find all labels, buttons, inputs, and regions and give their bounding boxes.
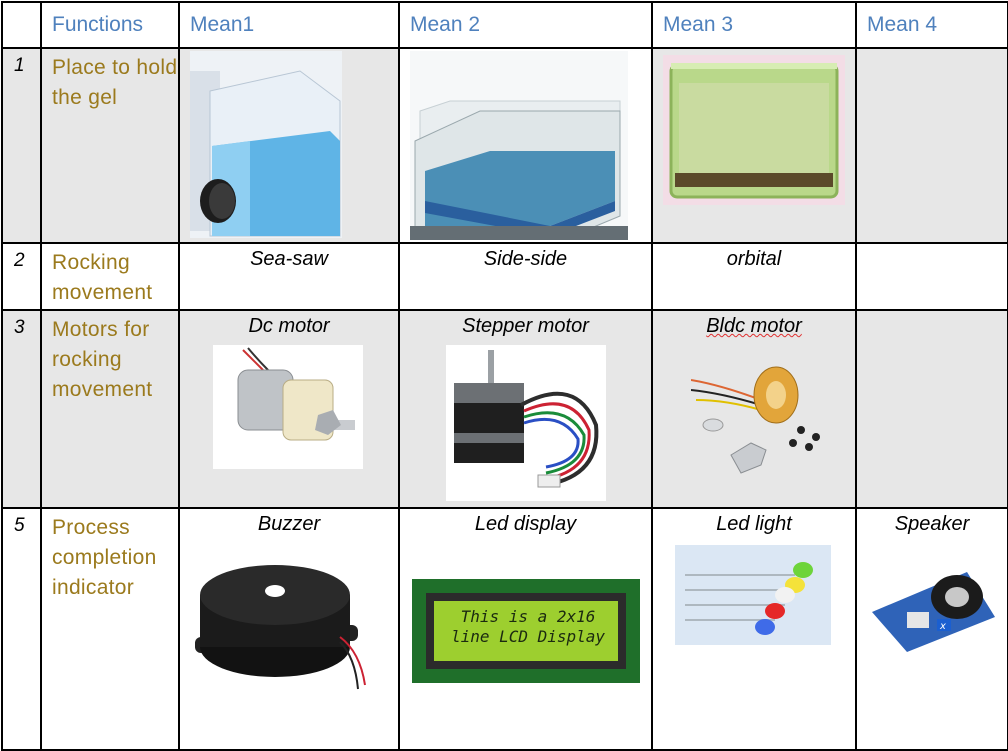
led-light-icon: [675, 545, 831, 645]
mean-cell: [651, 47, 857, 244]
function-label: Place to hold the gel: [40, 47, 180, 244]
mean-cell: Bldc motor: [651, 309, 857, 509]
buzzer-icon: [190, 557, 390, 697]
table-row: 5 Process completion indicator Buzzer Le…: [1, 507, 1008, 751]
mean-cell-empty: [855, 309, 1008, 509]
function-label: Rocking movement: [40, 242, 180, 311]
mean-cell: [398, 47, 653, 244]
lcd-text: This is a 2x16 line LCD Display: [438, 607, 618, 647]
mean-label: Dc motor: [248, 315, 330, 337]
header-mean1: Mean1: [178, 1, 400, 49]
lcd-line-2: line LCD Display: [450, 627, 606, 646]
lcd-line-1: This is a 2x16: [460, 607, 596, 626]
mean-cell: [178, 47, 400, 244]
mean-cell: Speaker x: [855, 507, 1008, 751]
function-label: Motors for rocking movement: [40, 309, 180, 509]
mean-label: Sea-saw: [178, 242, 400, 311]
gel-tray-clear-icon: [410, 51, 628, 240]
mean-label: Stepper motor: [462, 315, 589, 337]
header-number-cell: [1, 1, 42, 49]
mean-cell-empty: [855, 47, 1008, 244]
speaker-module-icon: x: [867, 557, 999, 653]
function-label: Process completion indicator: [40, 507, 180, 751]
table-row: 2 Rocking movement Sea-saw Side-side orb…: [1, 242, 1008, 311]
header-row: Functions Mean1 Mean 2 Mean 3 Mean 4: [1, 1, 1008, 49]
stepper-motor-icon: [446, 345, 606, 501]
row-number: 5: [1, 507, 42, 751]
mean-cell: Stepper motor: [398, 309, 653, 509]
header-mean3: Mean 3: [651, 1, 857, 49]
gel-tray-blue-icon: [190, 51, 342, 238]
row-number: 3: [1, 309, 42, 509]
header-mean2: Mean 2: [398, 1, 653, 49]
mean-cell: Led light: [651, 507, 857, 751]
mean-label: Bldc motor: [706, 315, 802, 337]
table-row: 3 Motors for rocking movement Dc motor S…: [1, 309, 1008, 509]
table-row: 1 Place to hold the gel: [1, 47, 1008, 244]
mean-cell: Dc motor: [178, 309, 400, 509]
mean-label: orbital: [651, 242, 857, 311]
lcd-display-icon: This is a 2x16 line LCD Display: [412, 579, 640, 683]
svg-text:x: x: [939, 621, 946, 632]
dc-motor-icon: [213, 345, 363, 469]
gel-tray-green-icon: [663, 55, 845, 205]
mean-cell: Buzzer: [178, 507, 400, 751]
mean-label: Buzzer: [257, 513, 321, 535]
mean-cell: Led display This is a 2x16 line LCD Disp…: [398, 507, 653, 751]
mean-label: Side-side: [398, 242, 653, 311]
mean-label: Speaker: [894, 513, 970, 535]
header-functions: Functions: [40, 1, 180, 49]
mean-label: [855, 242, 1008, 311]
mean-label: Led light: [716, 513, 792, 535]
row-number: 1: [1, 47, 42, 244]
header-mean4: Mean 4: [855, 1, 1008, 49]
mean-label: Led display: [474, 513, 577, 535]
row-number: 2: [1, 242, 42, 311]
bldc-motor-icon: [691, 355, 831, 479]
